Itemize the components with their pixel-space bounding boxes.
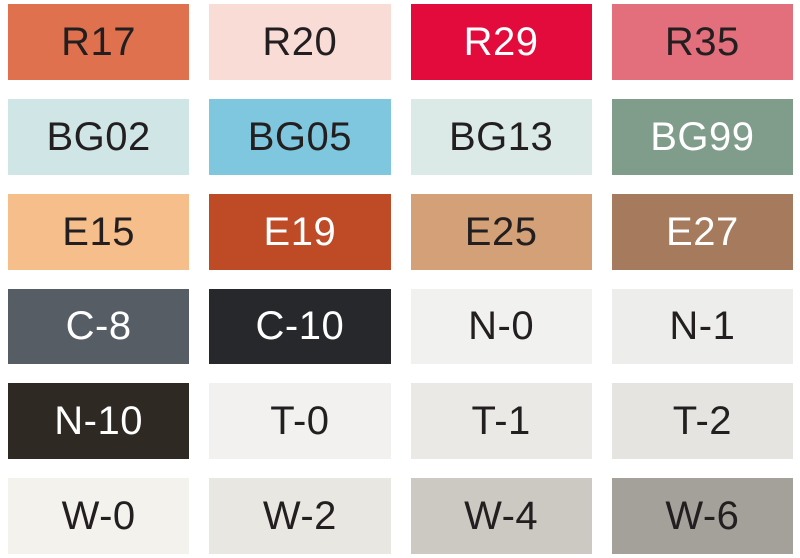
swatch-n1: N-1 — [611, 288, 793, 365]
swatch-label-r17: R17 — [61, 19, 137, 64]
swatch-label-bg13: BG13 — [448, 114, 554, 159]
swatch-n10: N-10 — [8, 383, 190, 460]
swatch-r35: R35 — [611, 4, 793, 80]
swatch-bg13: BG13 — [410, 98, 592, 175]
swatch-label-c8: C-8 — [65, 304, 132, 349]
swatch-bg99: BG99 — [611, 98, 793, 175]
swatch-r17: R17 — [8, 4, 190, 80]
swatch-bg05: BG05 — [209, 98, 391, 175]
swatch-label-t2: T-2 — [672, 399, 733, 444]
swatch-label-bg05: BG05 — [247, 114, 353, 159]
swatch-label-r35: R35 — [664, 19, 740, 64]
swatch-label-e15: E15 — [62, 209, 135, 254]
swatch-label-w0: W-0 — [61, 494, 136, 539]
swatch-label-bg02: BG02 — [46, 114, 151, 159]
swatch-label-w4: W-4 — [464, 494, 539, 539]
swatch-label-bg99: BG99 — [650, 114, 755, 159]
swatch-label-t1: T-1 — [471, 399, 531, 444]
swatch-w0: W-0 — [8, 478, 190, 554]
swatch-w4: W-4 — [410, 478, 592, 554]
swatch-label-e27: E27 — [666, 209, 739, 254]
swatch-label-n1: N-1 — [669, 304, 736, 349]
swatch-c10: C-10 — [209, 288, 391, 365]
swatch-label-e25: E25 — [464, 209, 538, 254]
swatch-e27: E27 — [611, 193, 793, 270]
swatch-r20: R20 — [209, 4, 391, 80]
swatch-t1: T-1 — [410, 383, 592, 460]
swatch-n0: N-0 — [410, 288, 592, 365]
swatch-bg02: BG02 — [8, 98, 190, 175]
swatch-e19: E19 — [209, 193, 391, 270]
swatch-label-n0: N-0 — [468, 304, 535, 349]
swatch-label-w6: W-6 — [665, 494, 740, 539]
swatch-label-t0: T-0 — [270, 399, 330, 444]
swatch-label-r20: R20 — [262, 19, 338, 64]
swatch-label-e19: E19 — [263, 209, 337, 254]
swatch-t2: T-2 — [611, 383, 793, 460]
swatch-e25: E25 — [410, 193, 592, 270]
swatch-label-n10: N-10 — [54, 399, 143, 444]
swatch-label-c10: C-10 — [255, 304, 345, 349]
swatch-label-r29: R29 — [463, 19, 539, 64]
swatch-w2: W-2 — [209, 478, 391, 554]
swatch-label-w2: W-2 — [262, 494, 337, 539]
swatch-w6: W-6 — [611, 478, 793, 554]
swatch-e15: E15 — [8, 193, 190, 270]
swatch-t0: T-0 — [209, 383, 391, 460]
swatch-c8: C-8 — [8, 288, 190, 365]
swatch-r29: R29 — [410, 4, 592, 80]
